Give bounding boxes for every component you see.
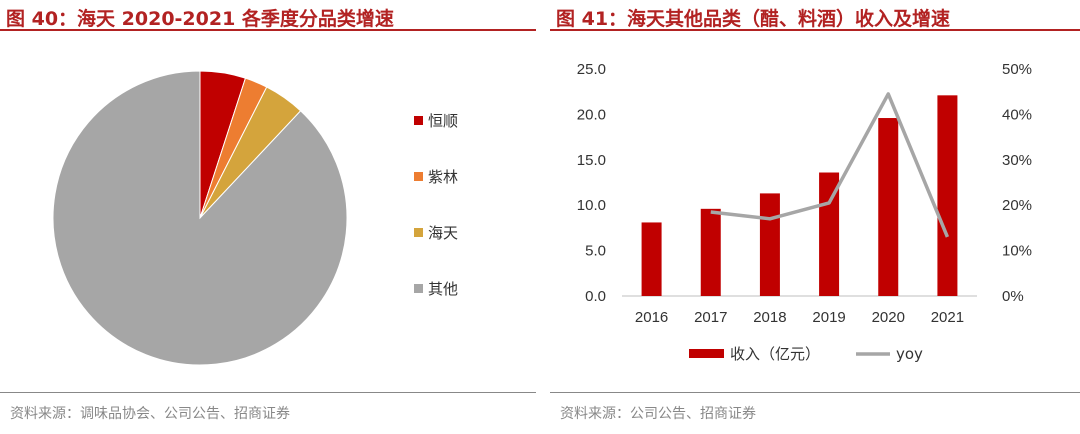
left-axis-tick: 0.0 xyxy=(585,288,606,305)
revenue-bar-2017 xyxy=(700,208,721,296)
left-axis-tick: 5.0 xyxy=(585,243,606,260)
x-axis-label-2019: 2019 xyxy=(812,309,845,326)
left-axis-tick: 25.0 xyxy=(577,61,606,78)
pie-legend-swatch-2 xyxy=(414,172,423,181)
combo-chart: 0.0 5.0 10.0 15.0 20.0 25.0 0% 10% 20% 30% 40% 50% 2… xyxy=(577,61,1032,363)
pie-legend-swatch-4 xyxy=(414,284,423,293)
right-axis-tick: 30% xyxy=(1002,152,1032,169)
revenue-bar-2016 xyxy=(641,222,662,296)
left-title-rule xyxy=(0,29,536,31)
left-axis-tick: 15.0 xyxy=(577,152,606,169)
pie-slice-4 xyxy=(52,70,348,366)
right-axis-tick: 20% xyxy=(1002,197,1032,214)
left-source: 资料来源：调味品协会、公司公告、招商证券 xyxy=(10,406,290,422)
right-title-rule xyxy=(550,29,1080,31)
x-axis-label-2021: 2021 xyxy=(931,309,964,326)
x-axis-label-2018: 2018 xyxy=(753,309,786,326)
right-source: 资料来源：公司公告、招商证券 xyxy=(560,406,756,422)
right-panel: 图 41：海天其他品类（醋、料酒）收入及增速 0.0 5.0 10.0 15.0 20.… xyxy=(550,0,1080,434)
pie-legend-label-2: 紫林 xyxy=(428,168,458,186)
right-axis-tick: 50% xyxy=(1002,61,1032,78)
x-axis-label-2020: 2020 xyxy=(872,309,905,326)
legend-swatch-revenue xyxy=(689,349,724,358)
right-axis-tick: 10% xyxy=(1002,243,1032,260)
pie-legend-swatch-1 xyxy=(414,116,423,125)
revenue-bar-2018 xyxy=(759,193,780,296)
pie-legend-swatch-3 xyxy=(414,228,423,237)
right-chart-title: 图 41：海天其他品类（醋、料酒）收入及增速 xyxy=(556,8,951,30)
left-chart-title: 图 40：海天 2020-2021 各季度分品类增速 xyxy=(6,8,394,30)
x-axis-label-2016: 2016 xyxy=(635,309,668,326)
left-bottom-rule xyxy=(0,392,536,393)
left-axis-tick: 20.0 xyxy=(577,106,606,123)
left-axis-tick: 10.0 xyxy=(577,197,606,214)
legend-label-yoy: yoy xyxy=(896,345,923,363)
left-panel: 图 40：海天 2020-2021 各季度分品类增速 恒顺紫林海天其他 资料来源… xyxy=(0,0,536,434)
right-axis-tick: 40% xyxy=(1002,106,1032,123)
revenue-bar-2020 xyxy=(878,118,899,296)
x-axis-label-2017: 2017 xyxy=(694,309,727,326)
right-bottom-rule xyxy=(550,392,1080,393)
pie-legend-label-3: 海天 xyxy=(428,224,458,242)
pie-legend-label-4: 其他 xyxy=(428,280,458,298)
right-axis-tick: 0% xyxy=(1002,288,1024,305)
legend-label-revenue: 收入（亿元） xyxy=(730,345,820,363)
pie-legend-label-1: 恒顺 xyxy=(428,112,458,130)
revenue-bar-2021 xyxy=(937,95,958,296)
